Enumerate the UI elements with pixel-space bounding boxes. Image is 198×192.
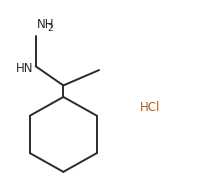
Text: 2: 2 [47, 24, 52, 33]
Text: HCl: HCl [140, 101, 161, 114]
Text: HN: HN [16, 62, 34, 75]
Text: NH: NH [37, 18, 54, 31]
